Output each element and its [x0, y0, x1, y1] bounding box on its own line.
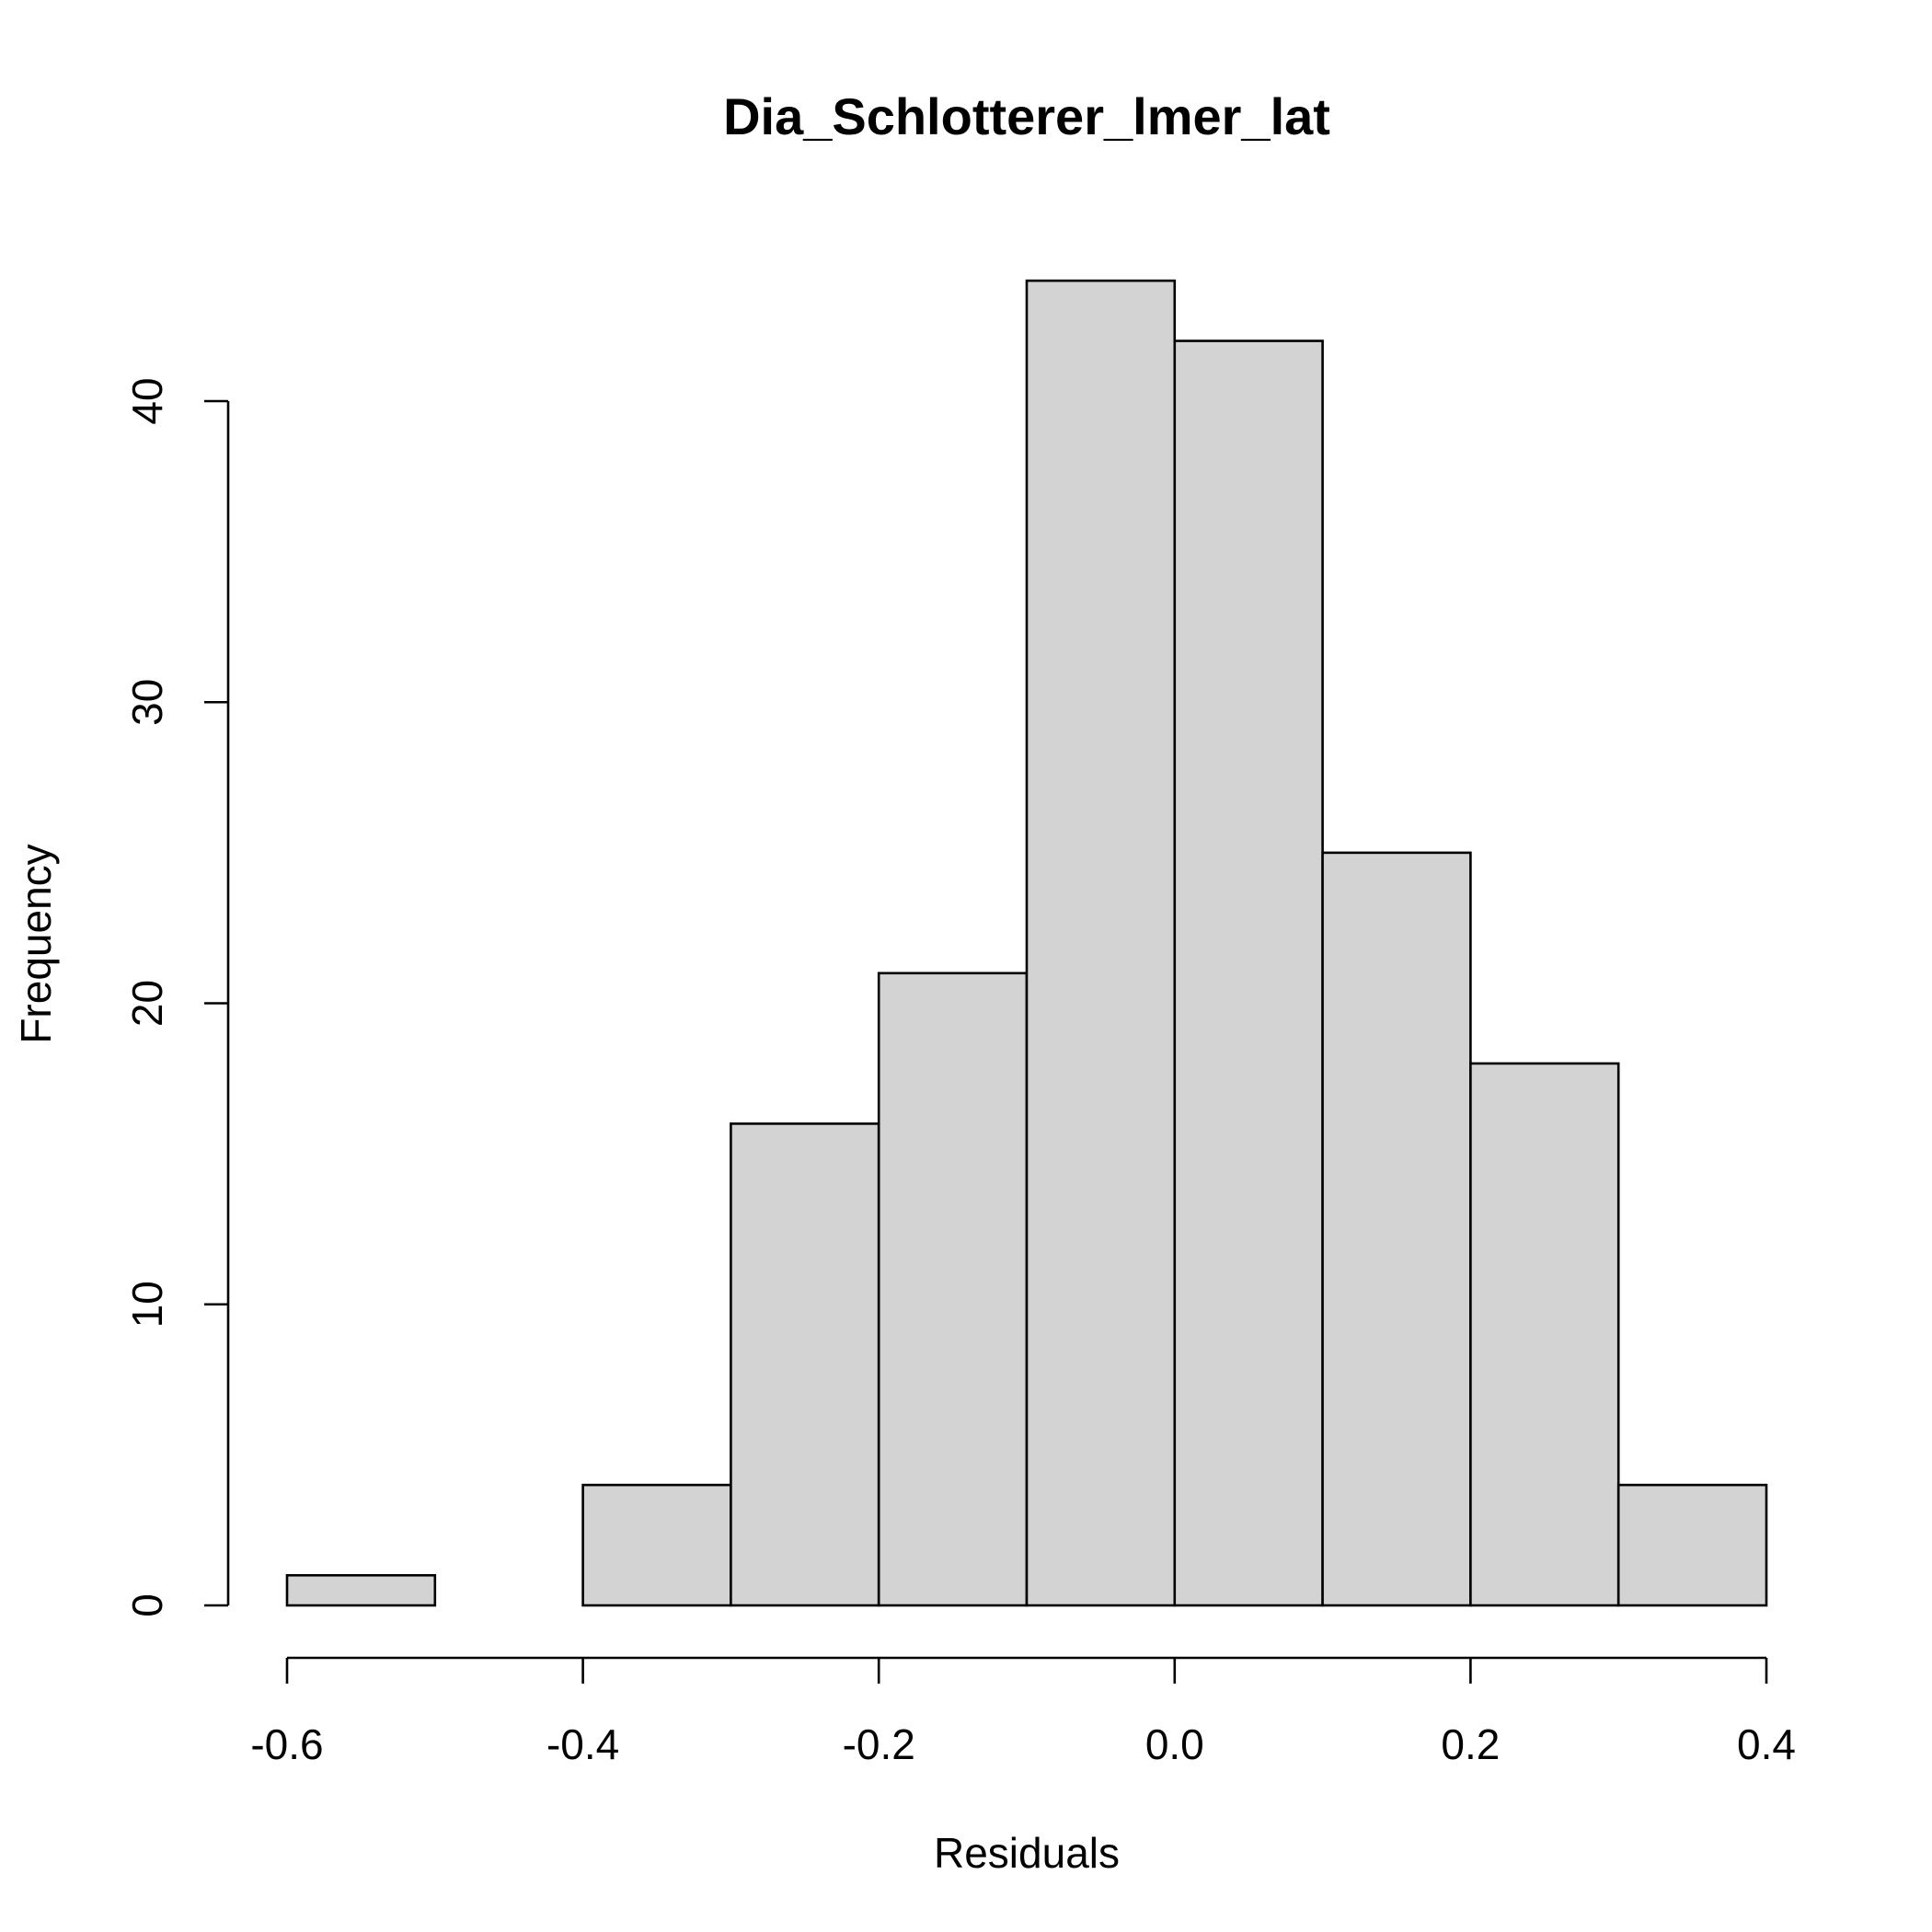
histogram-bar-6	[1025, 279, 1177, 1607]
histogram-bar-10	[1616, 1483, 1768, 1607]
x-axis: -0.6 -0.4 -0.2 0.0 0.2 0.4	[250, 1656, 1796, 1768]
histogram-bar-7	[1173, 339, 1324, 1607]
x-tick-label-0.0: 0.0	[1145, 1720, 1204, 1768]
histogram-bar-8	[1321, 851, 1472, 1607]
y-tick-label-20: 20	[123, 980, 171, 1027]
y-tick-label-0: 0	[123, 1593, 171, 1617]
x-tick-label-0.2: 0.2	[1441, 1720, 1500, 1768]
x-axis-label: Residuals	[934, 1829, 1120, 1877]
y-tick-label-10: 10	[123, 1281, 171, 1328]
x-tick-label-0.4: 0.4	[1737, 1720, 1796, 1768]
histogram-bar-9	[1469, 1062, 1620, 1607]
histogram-bar-5	[877, 972, 1029, 1607]
chart-title: Dia_Schlotterer_lmer_lat	[723, 87, 1330, 145]
histogram-bar-4	[730, 1122, 880, 1607]
bars-group	[285, 279, 1768, 1607]
x-tick-label--0.2: -0.2	[843, 1720, 915, 1768]
x-tick-label--0.4: -0.4	[546, 1720, 619, 1768]
y-axis: 0 10 20 30 40	[123, 377, 230, 1617]
y-tick-label-30: 30	[123, 679, 171, 726]
y-axis-label: Frequency	[12, 844, 60, 1043]
x-tick-label--0.6: -0.6	[250, 1720, 323, 1768]
histogram-bar-1	[285, 1573, 437, 1607]
histogram-bar-3	[581, 1483, 732, 1607]
y-tick-label-40: 40	[123, 377, 171, 424]
